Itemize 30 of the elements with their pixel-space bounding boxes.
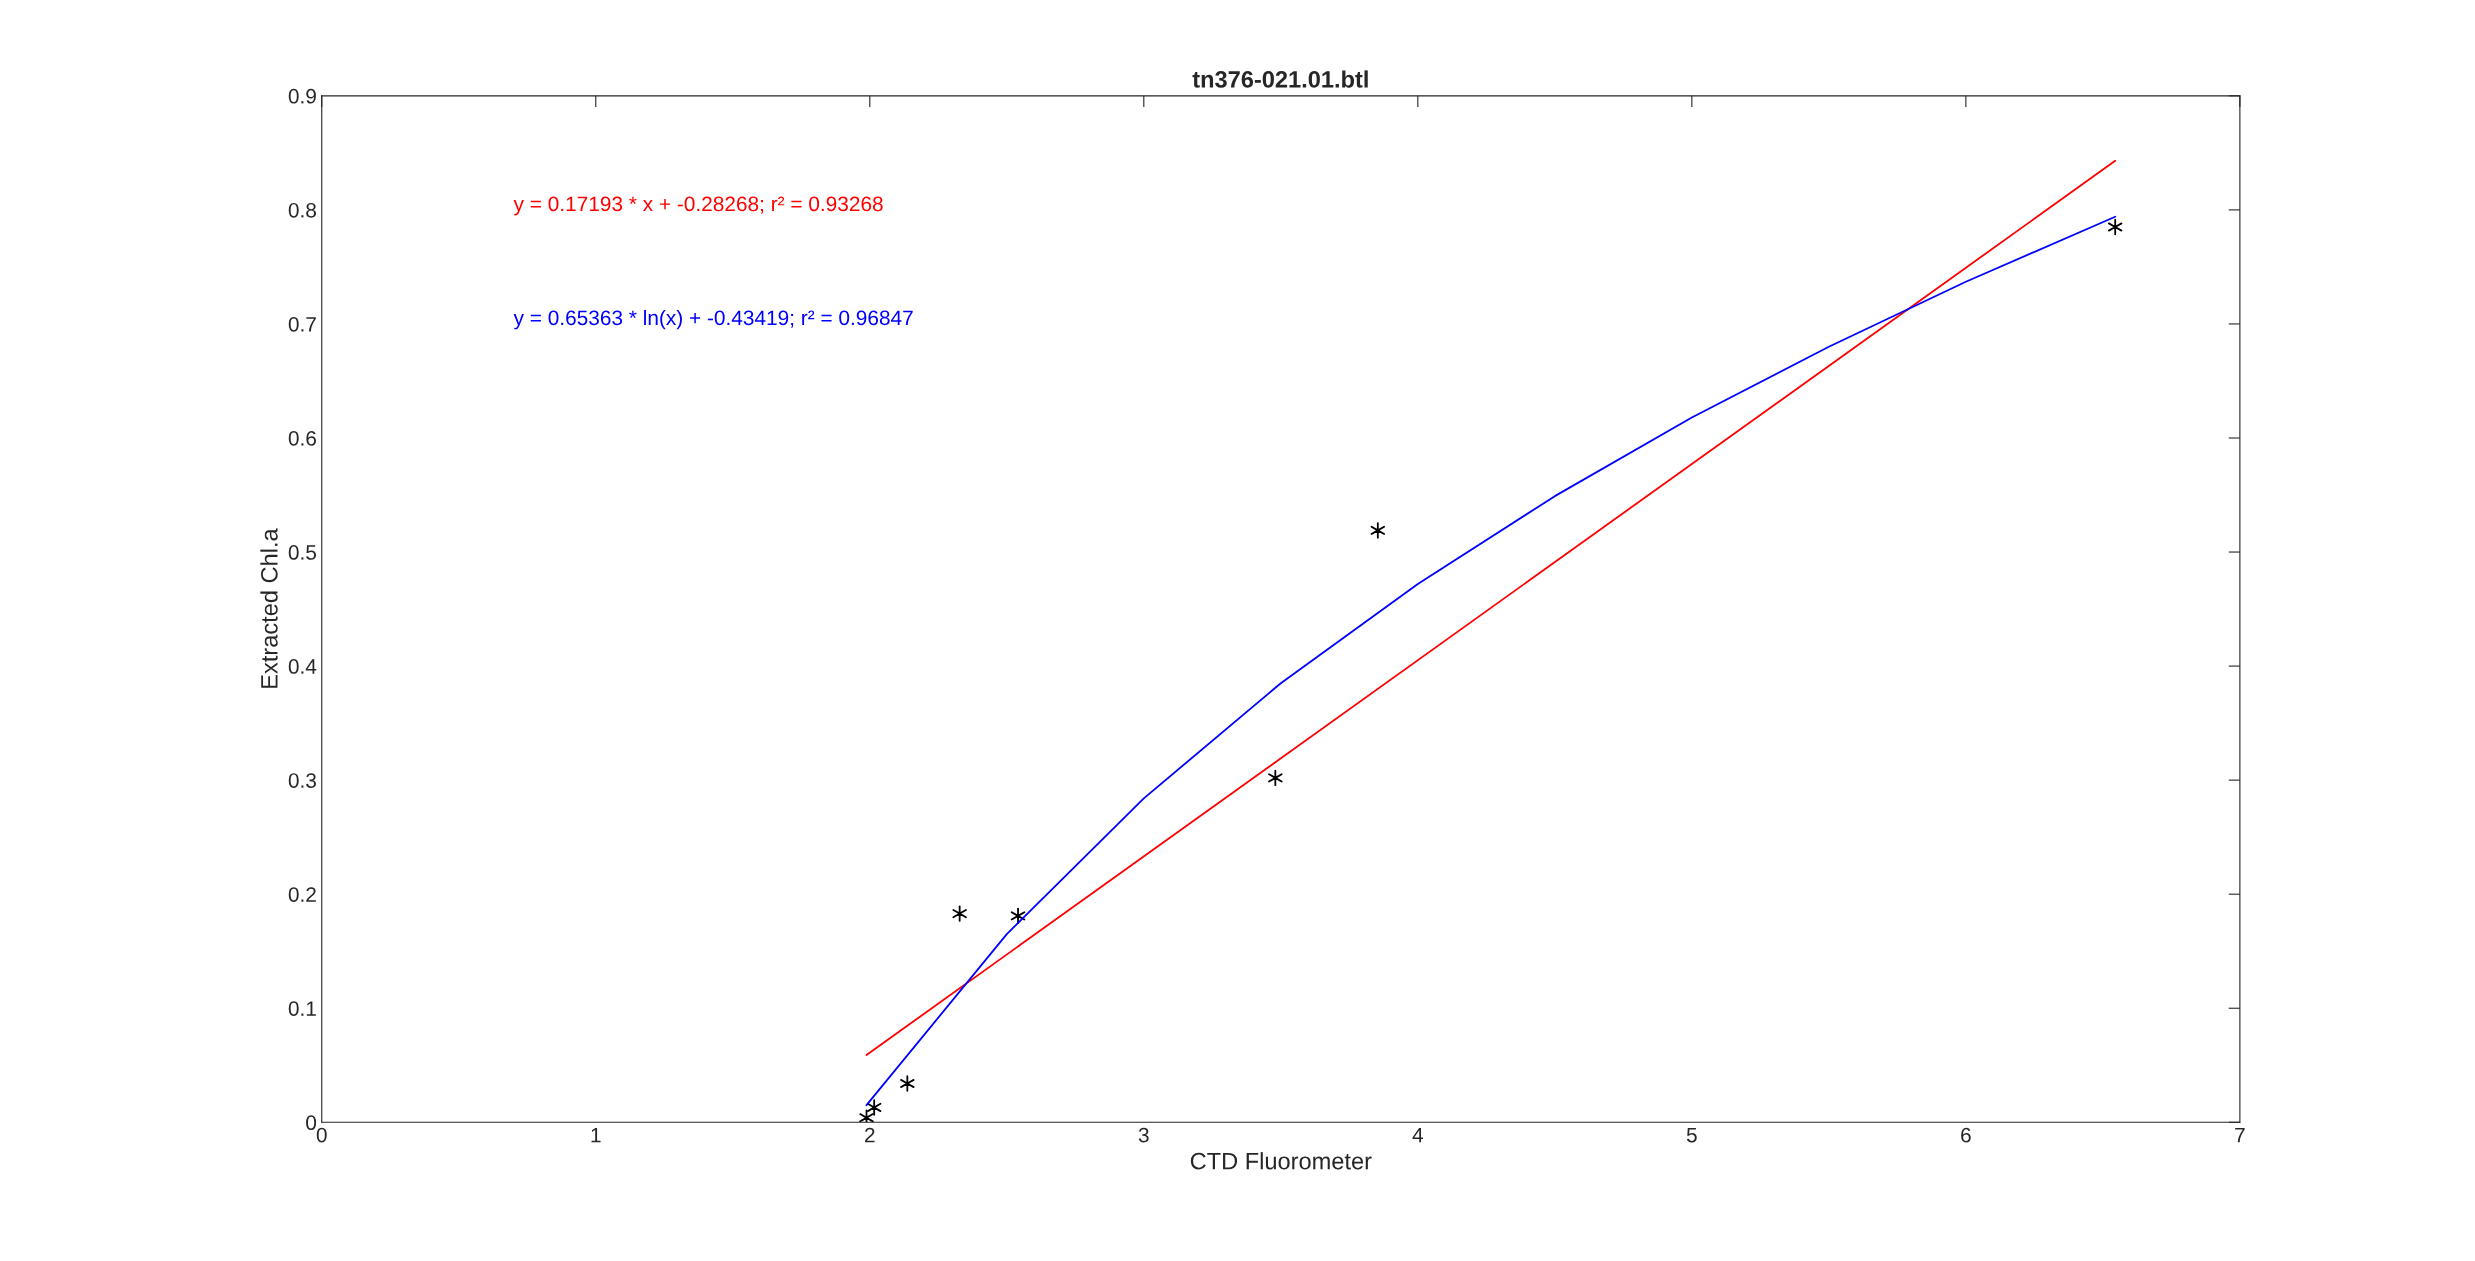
x-tick-label: 7 [2235,1127,2245,1143]
x-tick-label: 3 [1138,1127,1149,1143]
point [2107,218,2123,236]
point [866,1099,882,1116]
y-tick-label: 0.1 [288,1001,316,1016]
y-tick-label: 0.9 [288,88,316,104]
point [1370,522,1386,539]
y-tick-label: 0.3 [288,773,316,788]
x-tick-label: 6 [1961,1127,1971,1143]
point [1268,769,1283,787]
y-tick-label: 0.4 [288,659,317,674]
y-axis-title: Extracted Chl.a [260,528,278,688]
x-tick-label: 2 [865,1127,875,1143]
x-tick-label: 0 [316,1127,327,1143]
annotation: y = 0.65363 * ln(x) + -0.43419; r² = 0.96847 [513,309,913,330]
y-tick-label: 0.2 [288,887,316,902]
x-tick-label: 4 [1412,1127,1424,1143]
y-tick-label: 0.8 [288,202,316,218]
y-tick-label: 0.7 [288,316,316,332]
annotation: y = 0.17193 * x + -0.28268; r² = 0.93268 [513,196,883,216]
y-tick-label: 0.6 [288,430,316,446]
x-axis-title: CTD Fluorometer [1190,1152,1372,1170]
point [859,1109,874,1123]
point [900,1075,915,1092]
x-tick-label: 1 [591,1127,601,1143]
x-tick-label: 5 [1686,1127,1697,1143]
y-tick-label: 0.5 [288,545,317,560]
point [952,905,967,922]
chart-title: tn376-021.01.btl [1192,70,1368,88]
y-tick-label: 0 [306,1115,317,1131]
